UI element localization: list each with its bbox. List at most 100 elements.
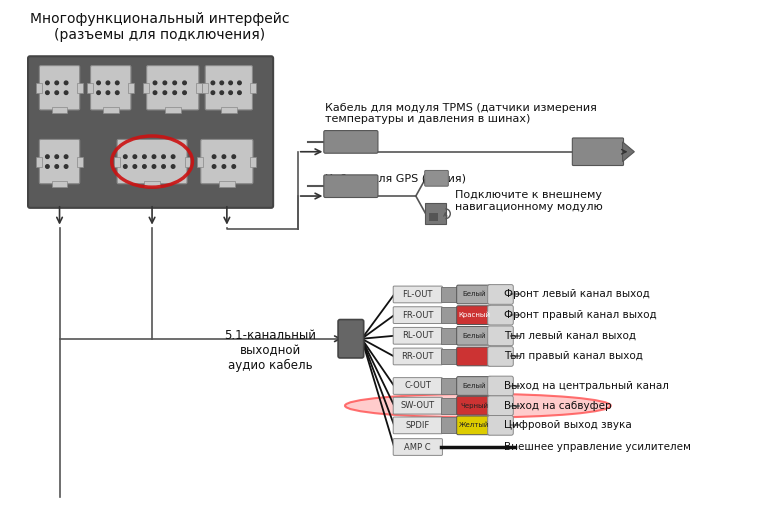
Circle shape (153, 91, 157, 94)
Circle shape (123, 155, 127, 158)
FancyBboxPatch shape (144, 181, 160, 187)
FancyBboxPatch shape (441, 378, 458, 394)
FancyBboxPatch shape (425, 170, 448, 186)
Circle shape (64, 91, 68, 94)
FancyBboxPatch shape (393, 286, 442, 303)
FancyBboxPatch shape (393, 348, 442, 365)
Circle shape (45, 155, 49, 158)
Circle shape (152, 165, 155, 168)
Circle shape (143, 155, 146, 158)
FancyBboxPatch shape (487, 416, 513, 435)
Text: Желтый: Желтый (458, 423, 489, 428)
Circle shape (64, 165, 68, 168)
FancyBboxPatch shape (457, 416, 491, 435)
FancyBboxPatch shape (457, 347, 491, 366)
FancyBboxPatch shape (572, 138, 623, 166)
FancyBboxPatch shape (91, 66, 131, 110)
FancyBboxPatch shape (393, 417, 442, 433)
FancyBboxPatch shape (441, 328, 458, 344)
FancyBboxPatch shape (441, 287, 458, 302)
Text: 5.1-канальный
выходной
аудио кабель: 5.1-канальный выходной аудио кабель (224, 329, 316, 372)
Text: FR-OUT: FR-OUT (402, 311, 433, 319)
Text: Красный: Красный (458, 312, 490, 318)
Text: SW-OUT: SW-OUT (401, 401, 435, 410)
FancyBboxPatch shape (77, 83, 83, 93)
FancyBboxPatch shape (114, 157, 119, 167)
FancyBboxPatch shape (147, 66, 199, 110)
Circle shape (116, 81, 119, 84)
FancyBboxPatch shape (324, 131, 378, 153)
Circle shape (55, 165, 59, 168)
Circle shape (232, 165, 236, 168)
Circle shape (106, 81, 109, 84)
Circle shape (237, 91, 241, 94)
FancyBboxPatch shape (201, 83, 208, 93)
FancyBboxPatch shape (36, 83, 42, 93)
Circle shape (212, 165, 216, 168)
Text: RR-OUT: RR-OUT (401, 352, 434, 361)
FancyBboxPatch shape (441, 349, 458, 364)
FancyBboxPatch shape (117, 140, 187, 184)
Text: Белый: Белый (462, 333, 486, 339)
FancyBboxPatch shape (441, 398, 458, 414)
Circle shape (183, 91, 187, 94)
Circle shape (106, 91, 109, 94)
Circle shape (173, 81, 177, 84)
Text: C-OUT: C-OUT (405, 381, 431, 391)
Circle shape (162, 165, 166, 168)
Text: Белый: Белый (462, 383, 486, 389)
Circle shape (222, 155, 226, 158)
Text: Кабель для GPS (опция): Кабель для GPS (опция) (326, 173, 466, 183)
FancyBboxPatch shape (77, 157, 83, 167)
Circle shape (64, 155, 68, 158)
Text: Черный: Черный (460, 402, 488, 409)
FancyBboxPatch shape (393, 439, 442, 455)
Circle shape (97, 81, 100, 84)
FancyBboxPatch shape (39, 66, 80, 110)
FancyBboxPatch shape (143, 83, 149, 93)
FancyBboxPatch shape (103, 107, 119, 114)
Text: Выход на центральный канал: Выход на центральный канал (505, 381, 669, 391)
FancyBboxPatch shape (441, 417, 458, 433)
Circle shape (220, 91, 223, 94)
Text: Кабель для модуля TPMS (датчики измерения
температуры и давления в шинах): Кабель для модуля TPMS (датчики измерени… (326, 103, 597, 124)
FancyBboxPatch shape (205, 66, 252, 110)
Text: RL-OUT: RL-OUT (402, 331, 433, 340)
Text: AMP C: AMP C (405, 442, 431, 452)
FancyBboxPatch shape (201, 140, 253, 184)
FancyBboxPatch shape (487, 305, 513, 325)
Text: FL-OUT: FL-OUT (403, 290, 433, 299)
Text: Тыл правый канал выход: Тыл правый канал выход (505, 352, 644, 362)
FancyBboxPatch shape (457, 285, 491, 304)
Ellipse shape (345, 394, 611, 417)
FancyBboxPatch shape (487, 376, 513, 396)
Circle shape (211, 91, 215, 94)
FancyBboxPatch shape (425, 203, 446, 224)
FancyBboxPatch shape (198, 157, 203, 167)
Circle shape (55, 155, 59, 158)
Circle shape (173, 91, 177, 94)
FancyBboxPatch shape (457, 377, 491, 395)
Circle shape (183, 81, 187, 84)
Text: Внешнее управление усилителем: Внешнее управление усилителем (505, 442, 691, 452)
Bar (429, 213, 438, 220)
Text: Цифровой выход звука: Цифровой выход звука (505, 420, 632, 430)
FancyBboxPatch shape (250, 83, 256, 93)
FancyBboxPatch shape (393, 327, 442, 344)
FancyBboxPatch shape (52, 107, 67, 114)
Circle shape (45, 81, 49, 84)
FancyBboxPatch shape (196, 83, 202, 93)
Circle shape (163, 91, 166, 94)
Circle shape (232, 155, 236, 158)
FancyBboxPatch shape (128, 83, 134, 93)
FancyBboxPatch shape (393, 307, 442, 324)
FancyBboxPatch shape (457, 327, 491, 345)
FancyBboxPatch shape (393, 398, 442, 414)
FancyBboxPatch shape (221, 107, 237, 114)
Circle shape (55, 91, 59, 94)
Circle shape (64, 81, 68, 84)
Text: Белый: Белый (462, 291, 486, 297)
FancyBboxPatch shape (251, 157, 256, 167)
Circle shape (163, 81, 166, 84)
FancyBboxPatch shape (487, 396, 513, 416)
